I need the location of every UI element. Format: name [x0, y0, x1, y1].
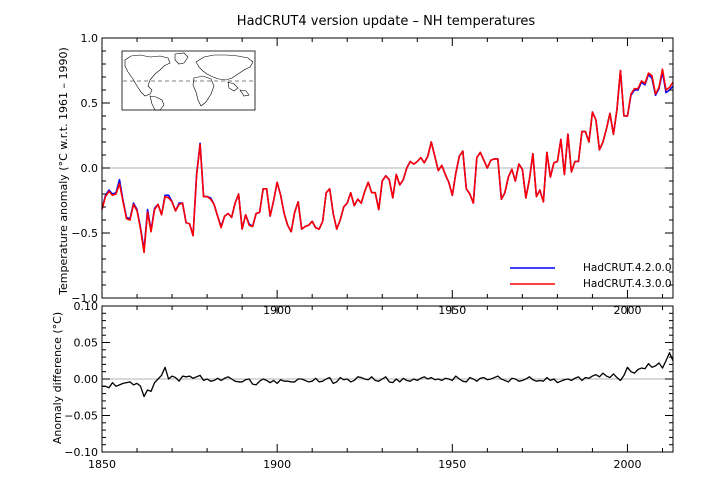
- chart-title: HadCRUT4 version update – NH temperature…: [237, 14, 536, 29]
- bottom-y-tick-label: 0.00: [74, 373, 99, 386]
- map-greenland: [174, 52, 189, 65]
- inset-world-map: [121, 50, 256, 111]
- bottom-ticks-group: 1850 1900 1950 2000 −0.10 −0.05 0.00 0.05 0.10: [64, 300, 673, 471]
- bottom-y-tick-label: −0.05: [64, 410, 98, 423]
- top-y-tick-label: 0.5: [81, 97, 99, 110]
- legend-label-hadcrut-4-3: HadCRUT.4.3.0.0: [583, 278, 672, 290]
- map-south-america: [149, 95, 165, 111]
- bottom-panel: 1850 1900 1950 2000 −0.10 −0.05 0.00 0.05 0.10 A…: [51, 300, 674, 471]
- bottom-x-tick-label: 2000: [613, 458, 641, 471]
- top-y-tick-label: 0.0: [81, 162, 99, 175]
- top-series-group: [101, 68, 674, 254]
- bottom-y-tick-label: −0.10: [64, 446, 98, 459]
- map-eurasia: [195, 54, 254, 81]
- top-y-tick-label: −0.5: [71, 227, 98, 240]
- top-ticks-group: 1900 1950 2000−1.0−0.50.00.51.0: [71, 32, 673, 317]
- bottom-series-line-0: [102, 352, 674, 398]
- top-y-axis-label: Temperature anomaly (°C w.r.t. 1961 – 19…: [57, 47, 70, 296]
- bottom-y-tick-label: 0.05: [74, 337, 99, 350]
- top-y-tick-label: 1.0: [81, 32, 99, 45]
- bottom-x-tick-label: 1950: [438, 458, 466, 471]
- bottom-x-tick-label: 1900: [263, 458, 291, 471]
- bottom-series-group: [102, 352, 674, 398]
- legend-label-hadcrut-4-2: HadCRUT.4.2.0.0: [583, 262, 672, 274]
- top-series-line-1: [101, 68, 674, 254]
- top-y-tick-label: −1.0: [71, 292, 98, 305]
- bottom-y-axis-label: Anomaly difference (°C): [51, 312, 64, 444]
- bottom-y-tick-label: 0.10: [74, 300, 99, 313]
- top-panel: HadCRUT4 version update – NH temperature…: [57, 14, 674, 317]
- map-north-america: [124, 54, 171, 97]
- bottom-x-tick-label: 1850: [88, 458, 116, 471]
- map-southeast-asia: [227, 81, 250, 97]
- map-africa: [192, 75, 215, 107]
- legend: HadCRUT.4.2.0.0 HadCRUT.4.3.0.0: [510, 262, 672, 290]
